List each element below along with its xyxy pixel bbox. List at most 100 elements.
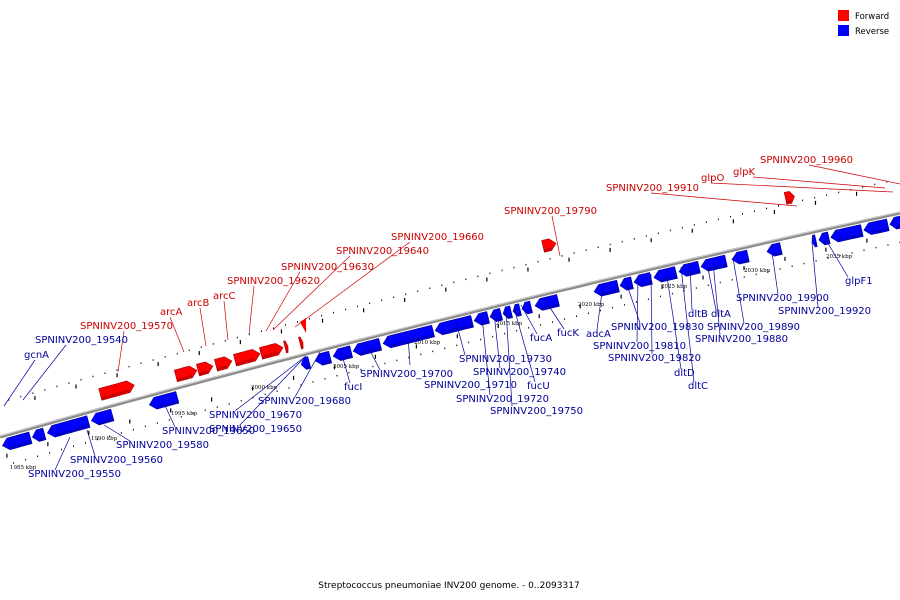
reverse-gene <box>731 249 750 265</box>
reverse-gene <box>830 224 864 243</box>
gene-label: SPNINV200_19670 <box>209 410 302 421</box>
forward-gene-shade <box>198 370 209 375</box>
gene-leader-line <box>680 266 695 383</box>
gene-leader-line <box>239 359 303 426</box>
forward-gene <box>783 190 795 205</box>
gene-leader-line <box>505 309 513 407</box>
gene-label: SPNINV200_19550 <box>28 469 121 480</box>
scale-label: 1990 kbp <box>91 436 118 442</box>
legend: Forward Reverse <box>838 10 889 37</box>
reverse-gene-shade <box>321 359 332 365</box>
gene-leader-line <box>248 285 255 335</box>
forward-gene-shade <box>285 349 289 352</box>
reverse-gene <box>382 324 435 349</box>
reverse-gene <box>32 427 47 442</box>
reverse-gene <box>46 415 91 438</box>
reverse-gene-shade <box>640 281 653 286</box>
gene-label: fucA <box>530 333 552 344</box>
forward-gene <box>214 356 233 372</box>
reverse-gene <box>863 218 890 235</box>
forward-gene-shade <box>300 345 304 348</box>
reverse-gene-shade <box>738 258 750 264</box>
reverse-gene-shade <box>98 417 114 424</box>
gene-label: SPNINV200_19740 <box>473 367 566 378</box>
gene-label: arcA <box>160 307 183 318</box>
gene-label: SPNINV200_19730 <box>459 354 552 365</box>
gene-label: SPNINV200_19820 <box>608 353 701 364</box>
gene-leader-line <box>689 264 693 311</box>
genome-backbone-highlight <box>0 211 900 437</box>
gene-label: dltA <box>711 309 731 320</box>
scale-label: 2010 kbp <box>414 340 441 346</box>
gene-leader-line <box>825 239 849 278</box>
gene-label: arcC <box>213 291 236 302</box>
scale-label: 2025 kbp <box>661 284 688 290</box>
reverse-gene-shade <box>814 243 818 247</box>
forward-gene <box>283 340 289 354</box>
gene-leader-line <box>22 344 67 401</box>
gene-label: fucK <box>557 328 579 339</box>
gene-leader-line <box>481 316 491 396</box>
reverse-gene-shade <box>495 317 503 321</box>
reverse-gene-shade <box>773 251 783 256</box>
reverse-gene-shade <box>359 347 382 355</box>
reverse-gene-shade <box>54 424 90 437</box>
gene-leader-line <box>493 312 501 369</box>
forward-gene <box>233 349 261 367</box>
genome-backbone-layer <box>0 211 900 439</box>
gene-leader-line <box>706 262 717 311</box>
gene-label: fucI <box>344 382 362 393</box>
scale-label: 2005 kbp <box>333 364 360 370</box>
gene-leader-line <box>650 273 653 355</box>
reverse-gene-shade <box>507 314 513 318</box>
gene-leader-line <box>596 283 604 331</box>
reverse-gene <box>332 345 354 361</box>
forward-gene <box>298 336 304 350</box>
reverse-gene <box>534 294 560 311</box>
reverse-gene-shade <box>600 289 620 296</box>
gene-label: SPNINV200_19910 <box>606 183 699 194</box>
gene-feature-layer <box>2 190 900 451</box>
forward-gene-shade <box>261 352 279 359</box>
gene-label: SPNINV200_19580 <box>116 440 209 451</box>
reverse-gene-shade <box>517 312 522 316</box>
reverse-gene-shade <box>526 309 533 313</box>
gene-label: SPNINV200_19540 <box>35 335 128 346</box>
reverse-gene-shade <box>305 365 311 369</box>
reverse-gene <box>489 308 503 322</box>
gene-leader-line <box>771 251 779 295</box>
gene-leader-line <box>294 351 321 398</box>
gene-leader-line <box>265 271 301 332</box>
reverse-gene-shade <box>660 275 678 282</box>
reverse-gene-shade <box>38 436 46 441</box>
gene-leader-line <box>169 316 185 353</box>
forward-gene <box>196 361 214 377</box>
gene-label: SPNINV200_19640 <box>336 246 429 257</box>
genome-backbone <box>0 211 900 439</box>
reverse-gene <box>593 279 620 297</box>
reverse-gene-shade <box>685 270 701 276</box>
reverse-gene-shade <box>837 233 864 241</box>
gene-leader-line <box>513 307 536 383</box>
gene-label: arcB <box>187 298 210 309</box>
gene-label: dltC <box>688 381 708 392</box>
gene-leader-line <box>407 335 411 366</box>
gene-label: SPNINV200_19650 <box>162 426 255 437</box>
scale-label: 1985 kbp <box>10 465 37 471</box>
gene-label: gcnA <box>24 350 49 361</box>
gene-label: SPNINV200_19810 <box>593 341 686 352</box>
gene-leader-line <box>199 307 207 347</box>
reverse-gene <box>148 391 180 410</box>
reverse-gene-shade <box>626 285 634 290</box>
legend-forward-label: Forward <box>855 12 889 22</box>
reverse-gene <box>766 242 783 257</box>
gene-label: SPNINV200_19960 <box>760 155 853 166</box>
reverse-gene <box>889 215 900 230</box>
gene-label: SPNINV200_19650 <box>209 424 302 435</box>
gene-label: SPNINV200_19880 <box>695 334 788 345</box>
gene-label: SPNINV200_19700 <box>360 369 453 380</box>
reverse-gene <box>352 338 383 356</box>
gene-leader-line <box>808 164 900 185</box>
gene-leader-line <box>636 276 639 343</box>
gene-leader-line <box>103 424 131 442</box>
